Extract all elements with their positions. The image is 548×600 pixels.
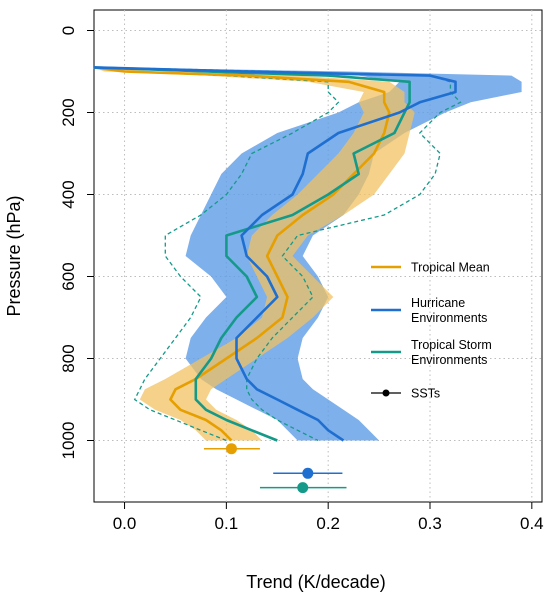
y-tick-label-5: 1000 <box>59 422 78 460</box>
x-tick-label-1: 0.1 <box>215 514 239 533</box>
sst-points <box>203 443 347 494</box>
x-axis-label: Trend (K/decade) <box>246 572 385 592</box>
tropical-storm-line <box>93 66 411 442</box>
x-tick-label-0: 0.0 <box>113 514 137 533</box>
tropical-storm-lower-bound <box>93 66 340 442</box>
legend: Tropical MeanHurricaneEnvironmentsTropic… <box>371 261 492 401</box>
y-tick-label-1: 200 <box>59 98 78 126</box>
plot-frame <box>93 9 543 503</box>
sst-tropical-mean-point <box>225 443 237 455</box>
sst-tropical-storm-point <box>297 482 309 494</box>
x-tick-label-4: 0.4 <box>520 514 544 533</box>
legend-ssts: SSTs <box>371 387 440 401</box>
hurricane-line <box>93 66 457 442</box>
hurricane-band <box>94 67 522 441</box>
sst-hurricane-point <box>302 467 314 479</box>
tropical-mean-band <box>94 67 415 441</box>
series-lines <box>93 66 462 442</box>
y-tick-label-0: 0 <box>59 26 78 35</box>
y-axis-label: Pressure (hPa) <box>4 195 24 316</box>
legend-tropical-storm-label: Tropical Storm <box>411 338 492 352</box>
tropical-mean-line <box>93 66 391 442</box>
legend-hurricane-label: Environments <box>411 311 487 325</box>
y-tick-label-3: 600 <box>59 262 78 290</box>
legend-hurricane-label: Hurricane <box>411 296 465 310</box>
x-tick-label-2: 0.2 <box>316 514 340 533</box>
y-tick-label-2: 400 <box>59 180 78 208</box>
x-tick-label-3: 0.3 <box>418 514 442 533</box>
legend-ssts-marker <box>382 389 390 397</box>
y-axis-ticks: 0 200 400 600 800 1000 <box>59 26 94 460</box>
legend-ssts-label: SSTs <box>411 387 440 401</box>
uncertainty-bands <box>94 67 522 441</box>
legend-tropical-storm-label: Environments <box>411 353 487 367</box>
x-axis-ticks: 0.0 0.1 0.2 0.3 0.4 <box>113 502 544 533</box>
legend-tropical-mean-label: Tropical Mean <box>411 261 490 275</box>
legend-tropical-mean: Tropical Mean <box>371 261 490 275</box>
y-tick-label-4: 800 <box>59 344 78 372</box>
